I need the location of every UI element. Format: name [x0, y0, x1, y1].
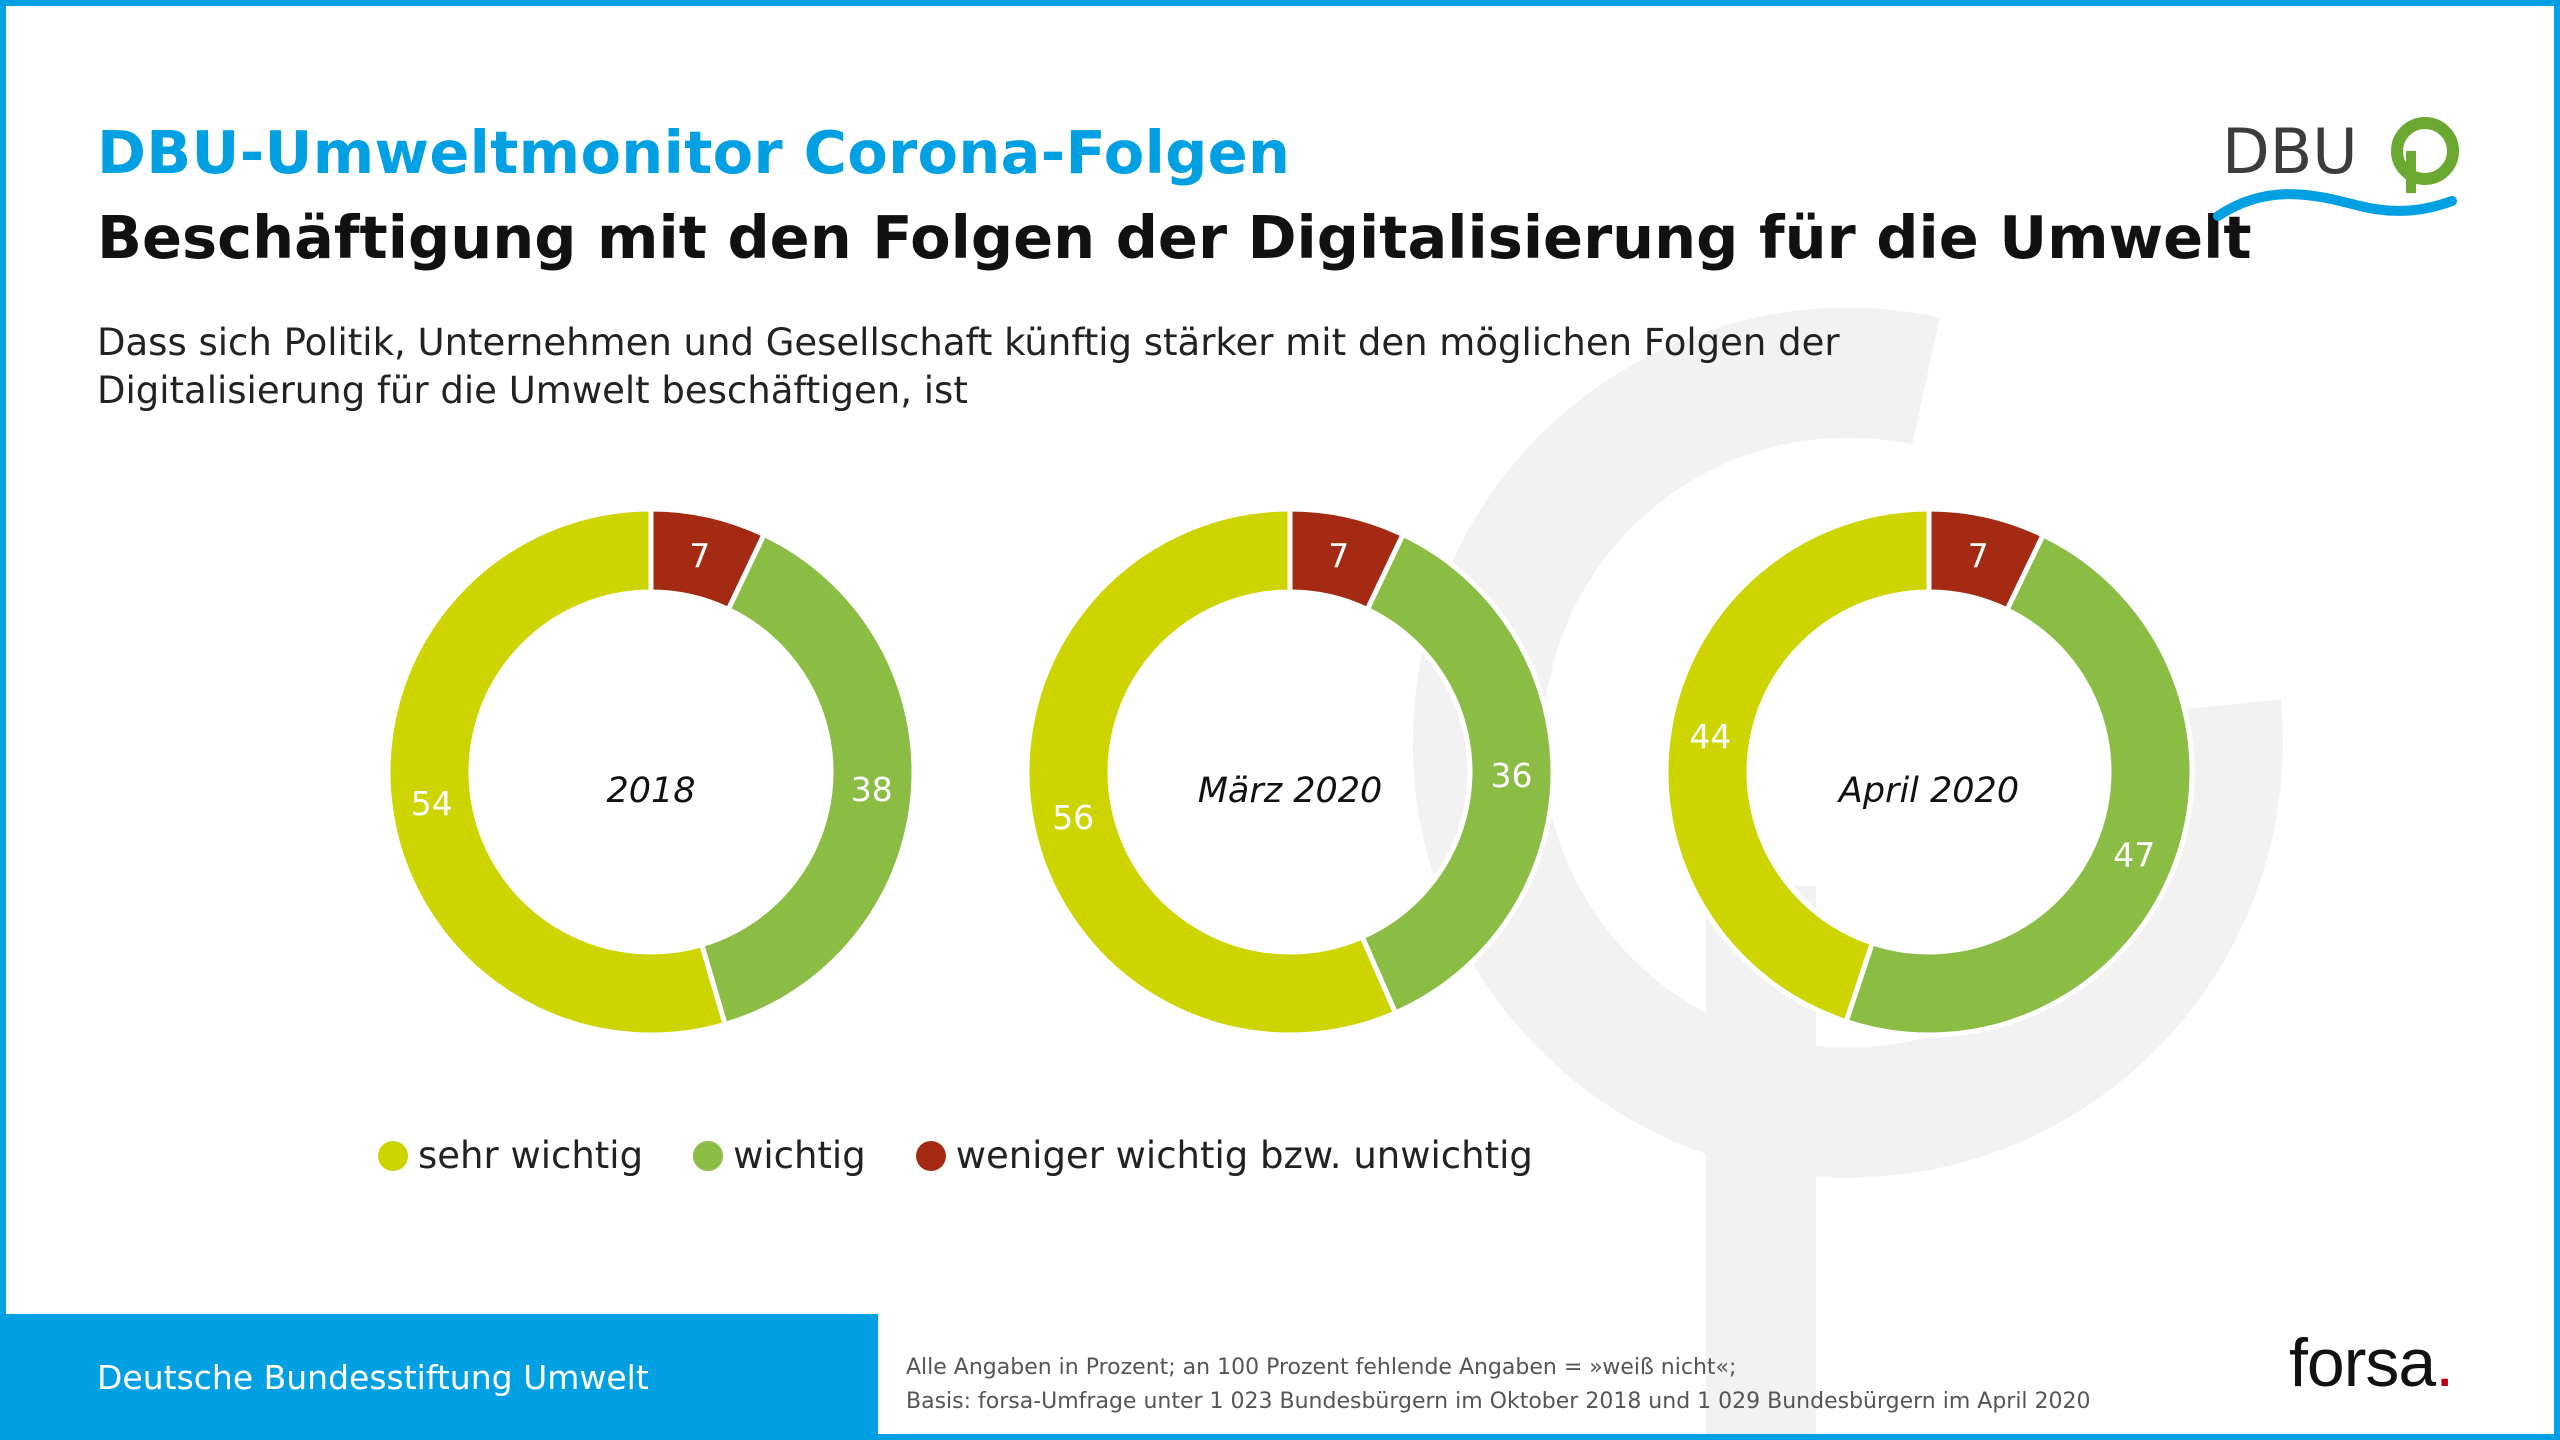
donut-chart: 7 36 56 März 2020 [1024, 506, 1556, 1038]
data-label: 47 [2113, 836, 2155, 875]
data-label: 7 [689, 536, 710, 575]
tree-icon [2391, 117, 2459, 193]
data-label: 36 [1490, 756, 1532, 795]
survey-question: Dass sich Politik, Unternehmen und Gesel… [97, 321, 1840, 412]
legend-swatch [915, 1140, 946, 1171]
donut-chart: 7 47 44 April 2020 [1663, 506, 2195, 1038]
donut-chart: 7 38 54 2018 [385, 506, 917, 1038]
forsa-logo-text: forsa [2289, 1325, 2436, 1401]
legend-item-wichtig: wichtig [693, 1134, 866, 1177]
slide: DBU-Umweltmonitor Corona-Folgen Beschäft… [6, 6, 2554, 1434]
page-title: Beschäftigung mit den Folgen der Digital… [97, 203, 2252, 272]
chart-legend: sehr wichtig wichtig weniger wichtig bzw… [378, 1134, 1583, 1177]
chart-title: März 2020 [1198, 771, 1383, 811]
footer-band [6, 1314, 878, 1434]
footnote-line: Alle Angaben in Prozent; an 100 Prozent … [906, 1355, 1737, 1380]
legend-item-weniger-wichtig: weniger wichtig bzw. unwichtig [915, 1134, 1533, 1177]
chart-title: 2018 [606, 771, 695, 811]
donut-segment [1842, 531, 2195, 1038]
legend-label: weniger wichtig bzw. unwichtig [955, 1134, 1533, 1177]
chart-title: April 2020 [1837, 771, 2019, 811]
forsa-logo: forsa. [2289, 1324, 2454, 1402]
donut-segment [698, 531, 917, 1028]
data-label: 54 [411, 784, 453, 823]
donut-segment [385, 506, 729, 1038]
forsa-logo-dot: . [2435, 1325, 2454, 1401]
data-label: 7 [1968, 537, 1989, 576]
legend-label: wichtig [733, 1134, 866, 1177]
legend-label: sehr wichtig [418, 1134, 644, 1177]
data-label: 44 [1689, 717, 1731, 756]
data-label: 56 [1052, 798, 1094, 837]
report-kicker: DBU-Umweltmonitor Corona-Folgen [97, 118, 1291, 187]
legend-swatch [378, 1140, 408, 1171]
dbu-logo-text: DBU [2222, 115, 2358, 188]
donut-segment [1358, 531, 1556, 1017]
legend-swatch [693, 1140, 724, 1171]
footer-organization: Deutsche Bundesstiftung Umwelt [97, 1358, 649, 1397]
donut-segment [1024, 506, 1399, 1038]
dbu-logo: DBU [2213, 115, 2459, 221]
donut-charts: 7 38 54 2018 7 36 56 März 2020 7 47 44 April 2020 [385, 506, 2195, 1038]
footnote-line: Basis: forsa-Umfrage unter 1 023 Bundesb… [906, 1389, 2091, 1414]
data-label: 7 [1328, 536, 1349, 575]
data-label: 38 [851, 770, 893, 809]
wave-icon [2213, 189, 2457, 221]
legend-item-sehr-wichtig: sehr wichtig [378, 1134, 643, 1177]
donut-segment [1663, 506, 1932, 1025]
footnote: Alle Angaben in Prozent; an 100 Prozent … [906, 1351, 2091, 1419]
